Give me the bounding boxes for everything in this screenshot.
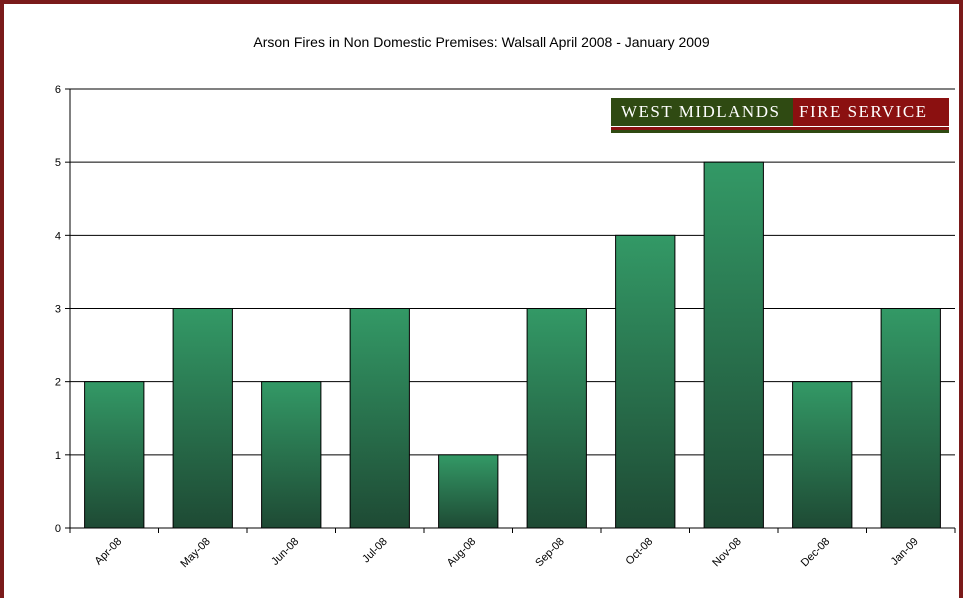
axes — [65, 88, 956, 533]
y-tick-label-1: 1 — [55, 450, 61, 462]
bar-Apr-08 — [84, 381, 145, 529]
x-tick-label-Jan-09: Jan-09 — [889, 536, 921, 568]
logo-green-stripe — [611, 130, 949, 133]
y-tick-label-6: 6 — [55, 84, 61, 96]
x-tick-label-Sep-08: Sep-08 — [533, 536, 567, 570]
chart-title: Arson Fires in Non Domestic Premises: Wa… — [253, 34, 710, 50]
x-tick-label-Dec-08: Dec-08 — [799, 536, 833, 570]
x-tick-label-Nov-08: Nov-08 — [710, 536, 744, 570]
west-midlands-fire-service-logo: WEST MIDLANDS FIRE SERVICE — [611, 98, 949, 133]
x-tick-label-Oct-08: Oct-08 — [624, 536, 656, 568]
x-tick-label-Jun-08: Jun-08 — [269, 536, 301, 568]
y-tick-label-4: 4 — [55, 230, 61, 242]
logo-left-text: WEST MIDLANDS — [611, 98, 793, 126]
bar-Sep-08 — [526, 308, 587, 529]
x-tick-label-Apr-08: Apr-08 — [93, 536, 125, 568]
bar-Aug-08 — [438, 454, 499, 529]
logo-red-stripe — [611, 127, 949, 130]
y-tick-label-3: 3 — [55, 304, 61, 316]
bar-Oct-08 — [615, 234, 676, 529]
bars — [84, 161, 941, 529]
y-tick-label-0: 0 — [55, 523, 61, 535]
bar-May-08 — [172, 308, 233, 529]
bar-Dec-08 — [792, 381, 853, 529]
y-tick-label-5: 5 — [55, 157, 61, 169]
y-tick-label-2: 2 — [55, 377, 61, 389]
logo-right-text: FIRE SERVICE — [793, 98, 949, 126]
bar-Jul-08 — [349, 308, 410, 529]
bar-Jan-09 — [880, 308, 941, 529]
bar-Jun-08 — [261, 381, 322, 529]
bar-Nov-08 — [703, 161, 764, 529]
x-tick-label-May-08: May-08 — [178, 536, 212, 570]
x-tick-label-Jul-08: Jul-08 — [360, 536, 390, 566]
x-tick-label-Aug-08: Aug-08 — [445, 536, 479, 570]
